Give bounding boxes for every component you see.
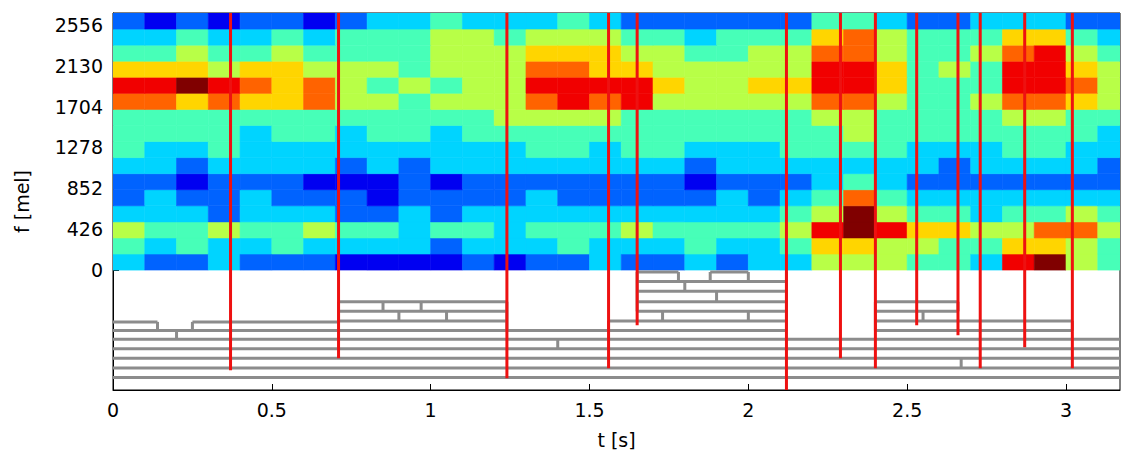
svg-text:2.5: 2.5 bbox=[892, 399, 922, 421]
svg-text:0: 0 bbox=[91, 259, 103, 281]
svg-text:1278: 1278 bbox=[55, 136, 103, 158]
svg-text:f [mel]: f [mel] bbox=[11, 170, 33, 233]
svg-text:1: 1 bbox=[425, 399, 437, 421]
svg-text:0.5: 0.5 bbox=[257, 399, 287, 421]
svg-text:1.5: 1.5 bbox=[574, 399, 604, 421]
svg-text:t [s]: t [s] bbox=[597, 429, 635, 451]
svg-text:3: 3 bbox=[1060, 399, 1072, 421]
svg-text:426: 426 bbox=[67, 218, 103, 240]
svg-text:2: 2 bbox=[742, 399, 754, 421]
svg-text:0: 0 bbox=[107, 399, 119, 421]
svg-text:2556: 2556 bbox=[55, 14, 103, 36]
svg-text:852: 852 bbox=[67, 177, 103, 199]
svg-text:2130: 2130 bbox=[55, 55, 103, 77]
svg-text:1704: 1704 bbox=[55, 96, 103, 118]
